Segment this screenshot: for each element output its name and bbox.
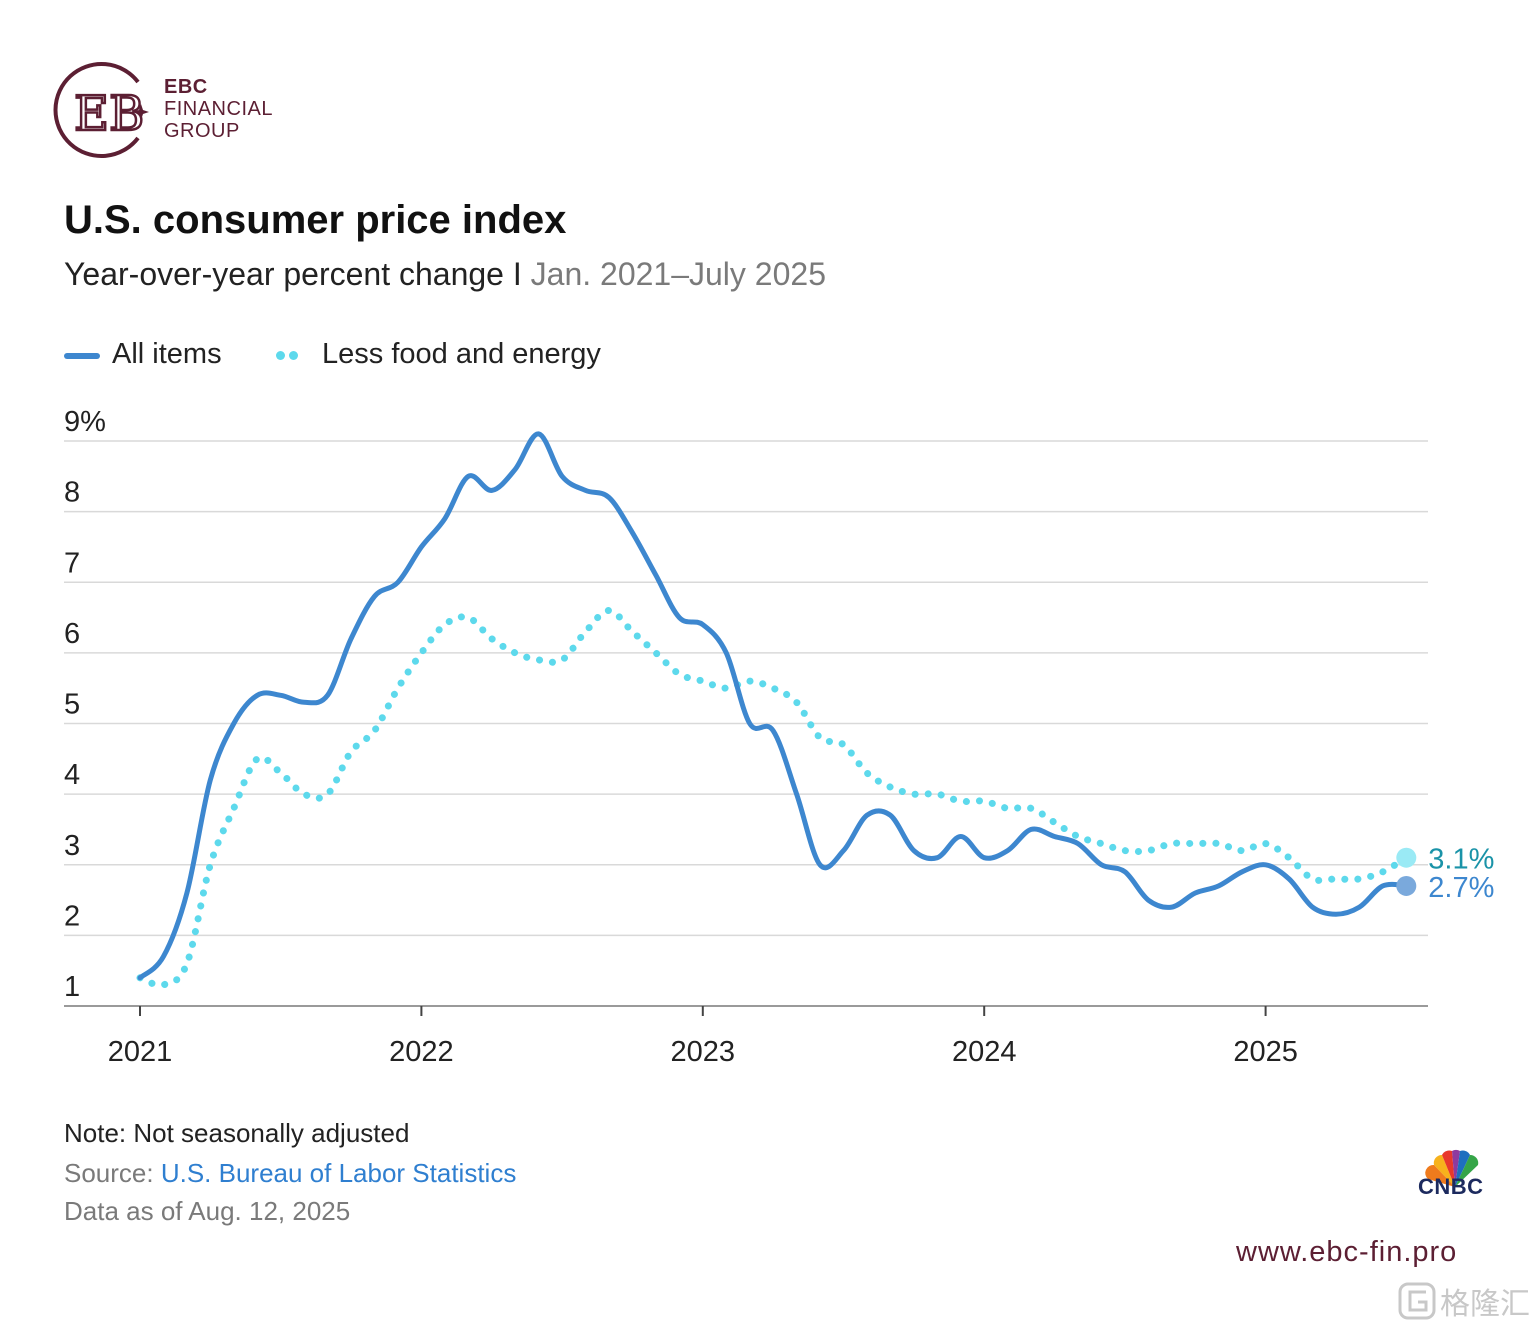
ebc-wordmark-line1: EBC xyxy=(164,76,208,98)
legend-swatch-all-items xyxy=(64,353,100,359)
grid-lines xyxy=(64,440,1428,1007)
y-tick-label: 2 xyxy=(64,900,80,932)
source: Source: U.S. Bureau of Labor Statistics xyxy=(64,1158,516,1189)
date-range: Jan. 2021–July 2025 xyxy=(530,256,826,292)
end-marker-all-items xyxy=(1396,875,1417,896)
watermark-text: 格隆汇 xyxy=(1440,1287,1530,1322)
series-line-less-food-and-energy xyxy=(136,607,1410,989)
y-tick-label: 6 xyxy=(64,618,80,650)
series-lines xyxy=(136,431,1410,989)
source-prefix: Source: xyxy=(64,1158,161,1188)
cnbc-wordmark: CNBC xyxy=(1418,1174,1484,1199)
y-tick-label: 1 xyxy=(64,971,80,1003)
y-tick-label: 5 xyxy=(64,689,80,721)
y-tick-label: 9% xyxy=(64,406,106,438)
data-as-of: Data as of Aug. 12, 2025 xyxy=(64,1196,351,1226)
cpi-line-chart: 1 2 3 4 5 6 7 8 9% 2021 2022 2023 2024 2025 3.1%2.7% xyxy=(64,406,1494,1068)
subtitle-text: Year-over-year percent change I xyxy=(64,256,522,292)
note: Note: Not seasonally adjusted xyxy=(64,1118,410,1148)
y-tick-label: 4 xyxy=(64,759,80,791)
x-tick-label: 2024 xyxy=(952,1036,1017,1068)
x-axis: 2021 2022 2023 2024 2025 xyxy=(64,1005,1428,1068)
ebc-wordmark: EBC FINANCIAL GROUP xyxy=(164,76,273,142)
chart-title: U.S. consumer price index xyxy=(64,198,567,242)
y-tick-label: 3 xyxy=(64,830,80,862)
x-tick-label: 2022 xyxy=(389,1036,454,1068)
x-tick-label: 2023 xyxy=(671,1036,736,1068)
website-url[interactable]: www.ebc-fin.pro xyxy=(1236,1236,1458,1268)
ebc-logo-ring xyxy=(53,62,140,158)
x-tick-label: 2025 xyxy=(1233,1036,1298,1068)
ebc-logo-monogram: EB xyxy=(74,86,144,142)
end-marker-core xyxy=(1396,847,1417,868)
y-tick-label: 7 xyxy=(64,547,80,579)
end-label-core: 3.1% xyxy=(1428,844,1494,876)
sparkle-icon xyxy=(133,104,149,120)
x-tick-label: 2021 xyxy=(108,1036,173,1068)
ebc-wordmark-line3: GROUP xyxy=(164,120,240,142)
y-axis-ticks: 1 2 3 4 5 6 7 8 9% xyxy=(64,406,106,1003)
y-tick-label: 8 xyxy=(64,477,80,509)
gelonghui-watermark: 格隆汇 xyxy=(1398,1282,1530,1322)
chart-subtitle: Year-over-year percent change I Jan. 202… xyxy=(64,256,826,293)
ebc-wordmark-line2: FINANCIAL xyxy=(164,98,273,120)
legend-swatch-core-dot-1 xyxy=(276,351,285,360)
ebc-logo: EB xyxy=(53,62,149,158)
cnbc-peacock-icon xyxy=(1425,1149,1479,1187)
end-markers: 3.1%2.7% xyxy=(1396,844,1494,904)
legend-label-all-items: All items xyxy=(112,338,222,370)
source-link[interactable]: U.S. Bureau of Labor Statistics xyxy=(160,1158,517,1188)
series-line-all-items xyxy=(137,431,1409,981)
legend-swatch-core-dot-2 xyxy=(289,351,298,360)
end-label-all-items: 2.7% xyxy=(1428,872,1494,904)
legend-label-core: Less food and energy xyxy=(322,338,601,370)
